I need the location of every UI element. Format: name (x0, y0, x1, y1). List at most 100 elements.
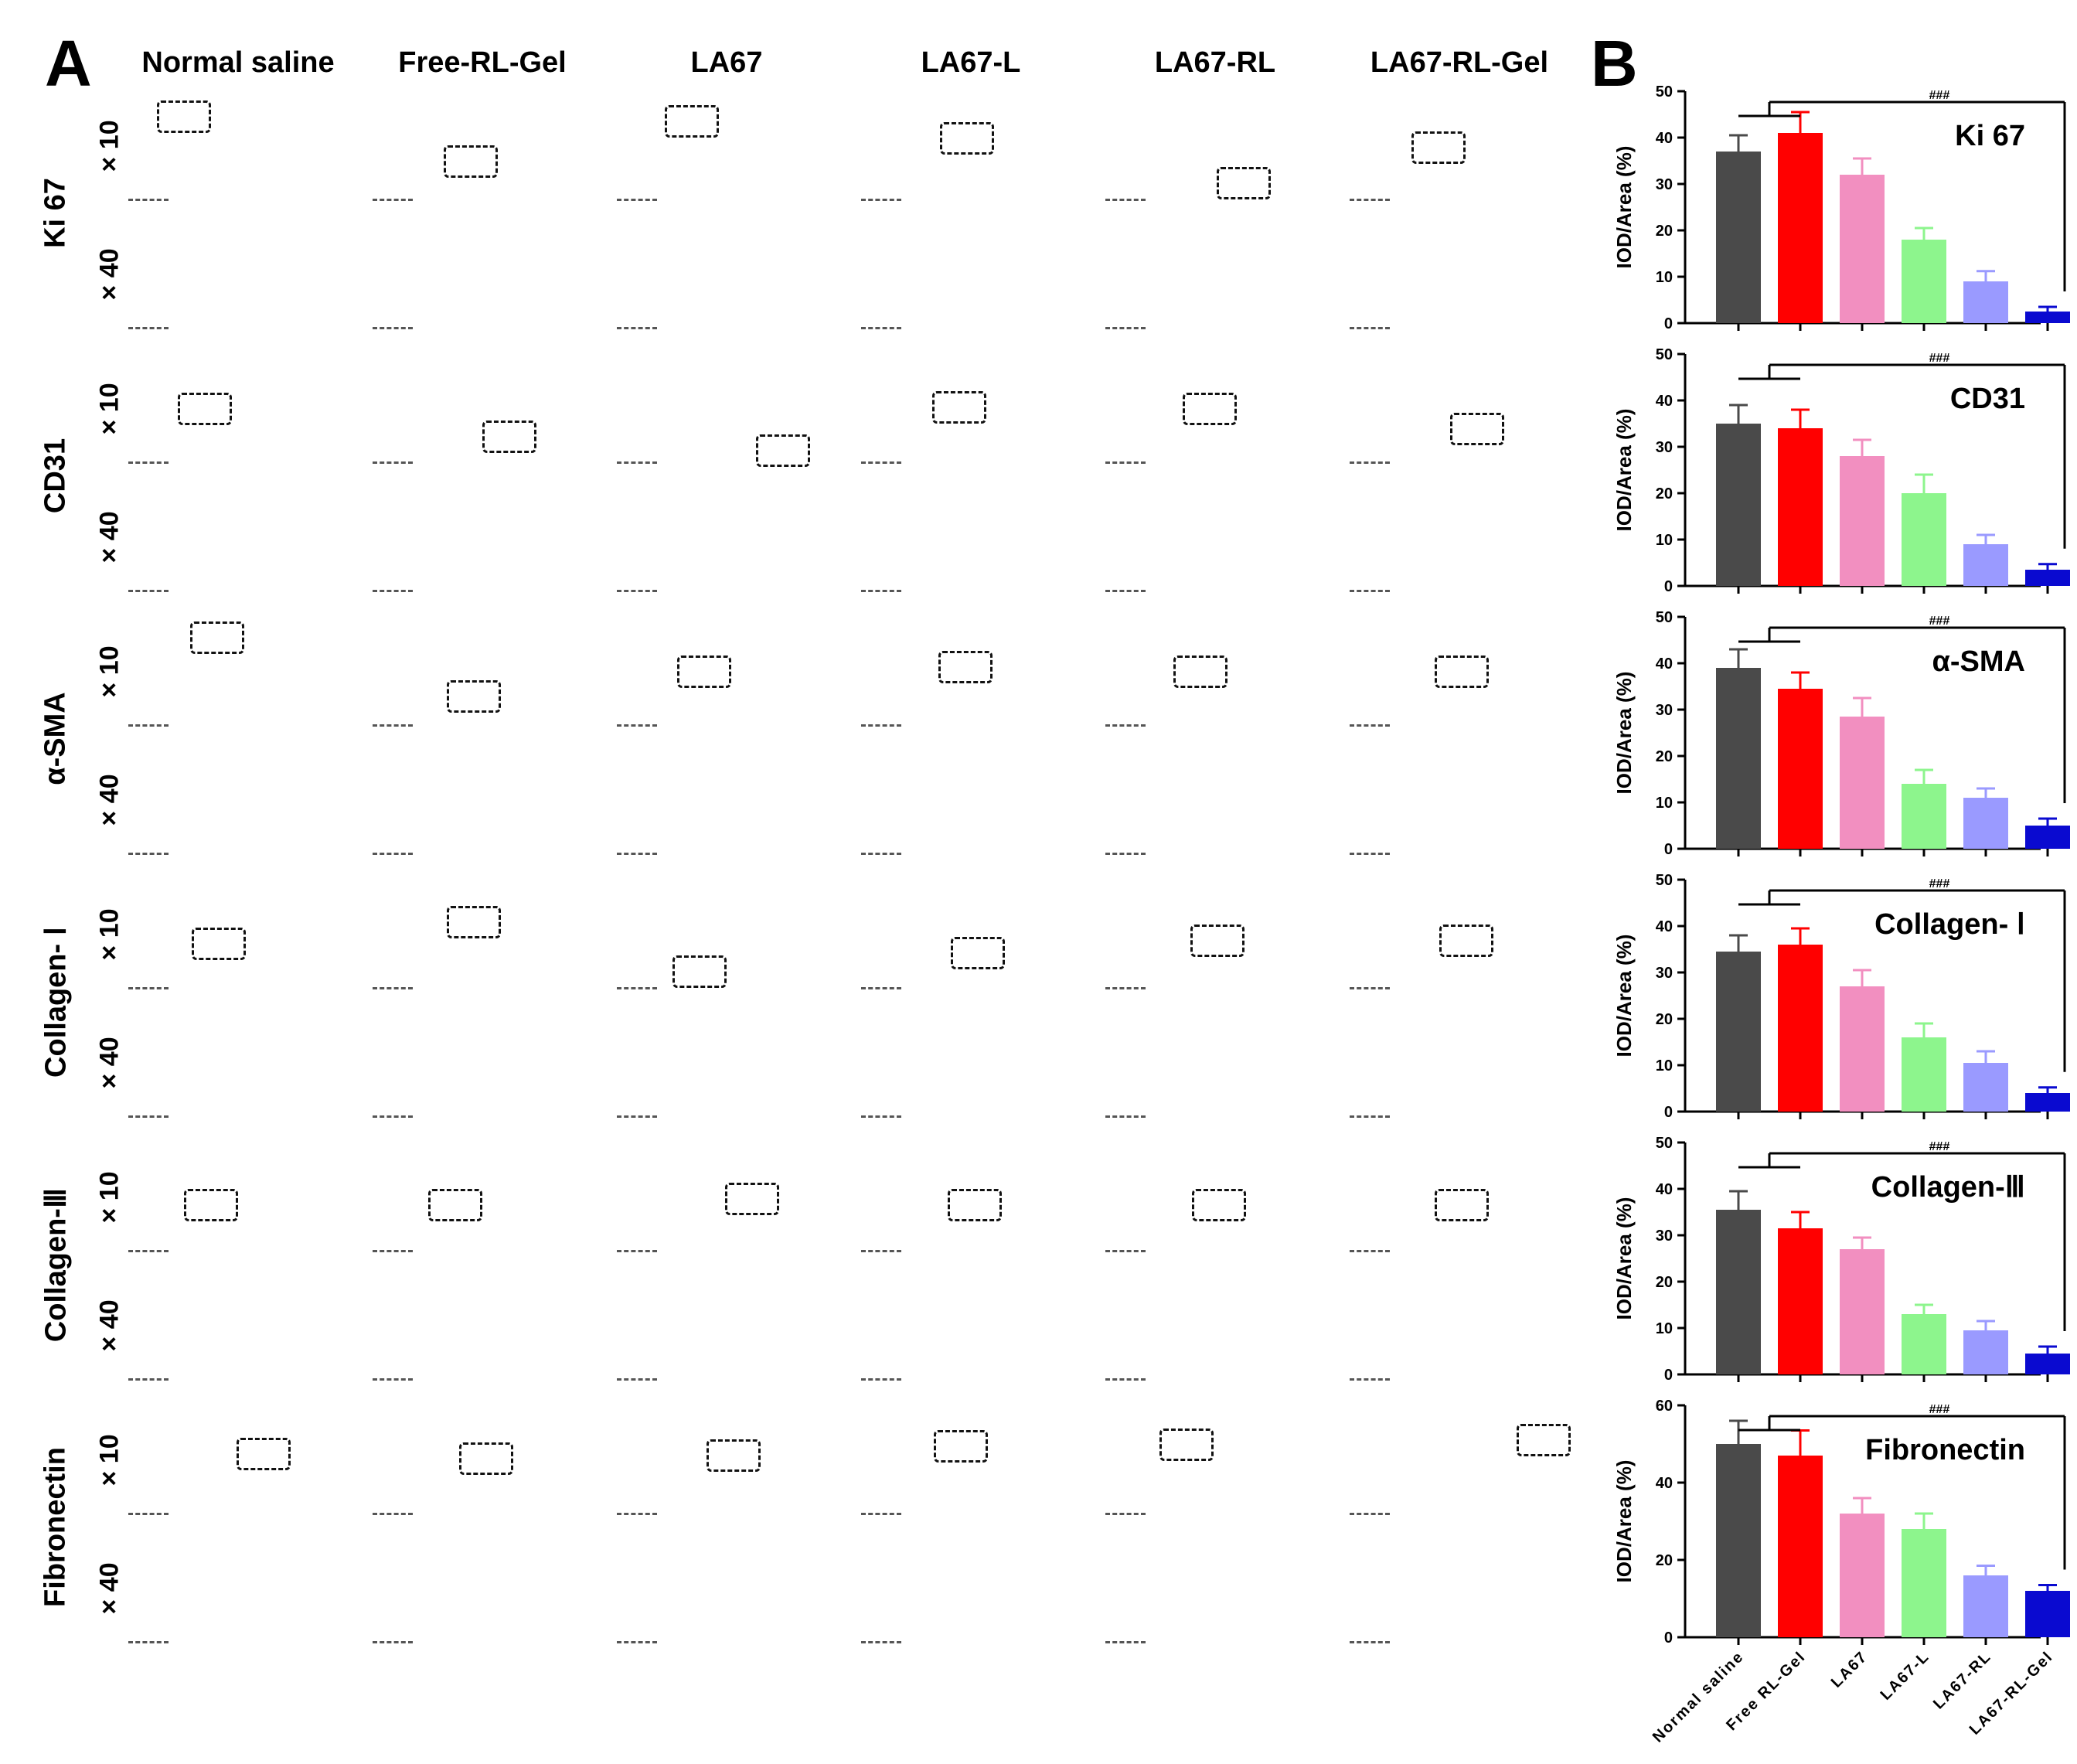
histology-tile-high (855, 1008, 1087, 1124)
histology-tile-low (1343, 1405, 1575, 1521)
y-tick-label: 20 (1656, 1552, 1673, 1569)
y-tick-label: 0 (1664, 315, 1673, 332)
bar (1778, 1228, 1823, 1374)
y-tick-label: 20 (1656, 748, 1673, 765)
y-tick-label: 50 (1656, 609, 1673, 626)
zoom-region-box (184, 1189, 238, 1221)
zoom-region-box (157, 100, 211, 133)
histology-tile-low (1343, 1143, 1575, 1258)
chart-title: Ki 67 (1955, 120, 2025, 152)
histology-tile-high (611, 745, 843, 861)
chart-title: α-SMA (1932, 645, 2025, 678)
y-tick-label: 10 (1656, 269, 1673, 286)
zoom-region-box (1450, 413, 1504, 445)
column-header: LA67-RL (1154, 46, 1276, 79)
histology-tile-low (855, 1405, 1087, 1521)
zoom-region-box (482, 421, 536, 453)
zoom-region-box (1435, 1189, 1489, 1221)
histology-tile-high (855, 220, 1087, 335)
zoom-region-box (1411, 131, 1466, 164)
zoom-region-box (932, 391, 986, 424)
zoom-region-box (756, 434, 810, 467)
zoom-region-box (1159, 1429, 1214, 1461)
y-tick-label: 0 (1664, 841, 1673, 858)
bar (1963, 544, 2008, 586)
zoom-region-box (444, 145, 498, 178)
histology-tile-high (1099, 482, 1331, 598)
histology-tile-low (855, 354, 1087, 470)
zoom-region-box (1192, 1189, 1246, 1221)
significance-label: ### (1929, 615, 1950, 628)
histology-tile-high (611, 1271, 843, 1387)
histology-tile-low (1099, 617, 1331, 733)
y-tick-label: 30 (1656, 702, 1673, 719)
y-axis-label: IOD/Area (%) (1612, 1197, 1636, 1320)
zoom-region-box (178, 393, 232, 425)
histology-tile-low (855, 1143, 1087, 1258)
histology-tile-low (611, 1405, 843, 1521)
y-tick-label: 40 (1656, 130, 1673, 147)
column-header: Normal saline (141, 46, 335, 79)
y-tick-label: 20 (1656, 485, 1673, 502)
bar (1963, 798, 2008, 849)
histology-tile-high (611, 1534, 843, 1650)
x-category-label: LA67-L (1878, 1648, 1933, 1704)
histology-tile-low (366, 880, 598, 996)
bar (1963, 1330, 2008, 1374)
bar (1963, 1575, 2008, 1637)
column-header: LA67-L (921, 46, 1021, 79)
histology-tile-high (122, 745, 354, 861)
bar (1716, 668, 1761, 849)
histology-tile-high (366, 1008, 598, 1124)
histology-tile-high (1343, 482, 1575, 598)
histology-tile-high (122, 482, 354, 598)
histology-tile-high (1099, 220, 1331, 335)
y-tick-label: 50 (1656, 872, 1673, 889)
bar (1902, 240, 1946, 323)
histology-tile-high (855, 1534, 1087, 1650)
histology-tile-low (366, 354, 598, 470)
histology-tile-low (366, 1405, 598, 1521)
zoom-region-box (665, 105, 719, 138)
chart-title: Fibronectin (1865, 1434, 2025, 1466)
zoom-region-box (951, 937, 1005, 969)
histology-tile-high (1343, 1271, 1575, 1387)
histology-tile-high (122, 220, 354, 335)
bar (1902, 1314, 1946, 1374)
histology-tile-high (1343, 220, 1575, 335)
histology-tile-high (366, 1271, 598, 1387)
histology-tile-high (122, 1271, 354, 1387)
bar (1902, 1529, 1946, 1637)
histology-tile-high (366, 1534, 598, 1650)
histology-tile-low (122, 354, 354, 470)
histology-tile-low (1099, 880, 1331, 996)
bar (1840, 175, 1885, 323)
histology-tile-low (366, 617, 598, 733)
y-tick-label: 20 (1656, 1011, 1673, 1028)
histology-tile-high (1099, 1271, 1331, 1387)
bar (2025, 570, 2070, 586)
significance-label: ### (1929, 89, 1950, 102)
y-tick-label: 30 (1656, 439, 1673, 456)
significance-label: ### (1929, 352, 1950, 365)
zoom-region-box (940, 122, 994, 155)
zoom-region-box (1217, 167, 1271, 199)
histology-tile-high (122, 1534, 354, 1650)
zoom-region-box (934, 1430, 988, 1463)
histology-tile-low (122, 1143, 354, 1258)
y-tick-label: 30 (1656, 1228, 1673, 1245)
histology-tile-high (855, 482, 1087, 598)
histology-tile-high (855, 745, 1087, 861)
histology-tile-low (1099, 1143, 1331, 1258)
bar (1716, 152, 1761, 323)
zoom-region-box (459, 1442, 513, 1475)
histology-tile-low (1343, 880, 1575, 996)
zoom-region-box (672, 955, 727, 988)
histology-tile-low (1099, 91, 1331, 207)
bar (1716, 1444, 1761, 1637)
y-axis-label: IOD/Area (%) (1612, 1460, 1636, 1583)
column-header: Free-RL-Gel (398, 46, 567, 79)
bar (1902, 784, 1946, 849)
significance-label: ### (1929, 1140, 1950, 1153)
